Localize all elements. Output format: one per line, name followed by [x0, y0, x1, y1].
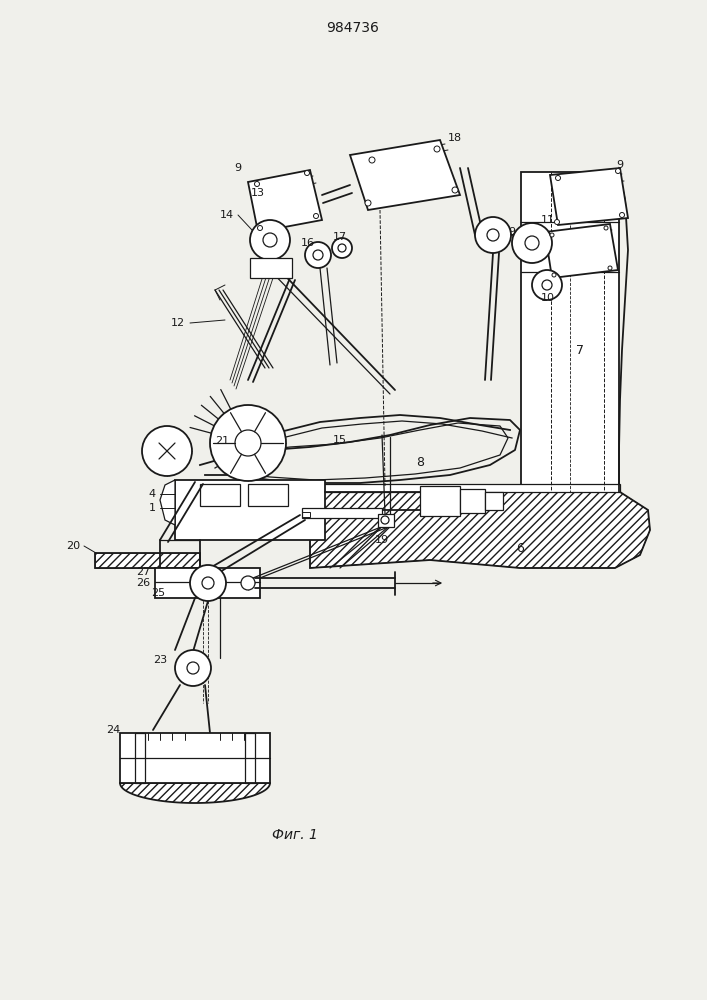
Text: 15: 15: [333, 435, 347, 445]
Polygon shape: [248, 170, 322, 232]
Text: 7: 7: [576, 344, 584, 357]
Polygon shape: [160, 480, 175, 525]
Circle shape: [241, 576, 255, 590]
Polygon shape: [175, 480, 325, 540]
Text: 9: 9: [508, 227, 515, 237]
Text: 984736: 984736: [327, 21, 380, 35]
Text: 14: 14: [220, 210, 234, 220]
Polygon shape: [460, 489, 485, 513]
Polygon shape: [120, 733, 270, 783]
Circle shape: [554, 220, 559, 225]
Polygon shape: [200, 484, 240, 506]
Text: 26: 26: [136, 578, 150, 588]
Text: 1: 1: [148, 503, 156, 513]
Circle shape: [604, 226, 608, 230]
Circle shape: [263, 233, 277, 247]
Text: 9: 9: [617, 160, 624, 170]
Circle shape: [542, 280, 552, 290]
Polygon shape: [120, 783, 270, 803]
Circle shape: [512, 223, 552, 263]
Circle shape: [452, 187, 458, 193]
Circle shape: [175, 650, 211, 686]
Circle shape: [619, 213, 624, 218]
Circle shape: [313, 250, 323, 260]
Text: 13: 13: [251, 188, 265, 198]
Polygon shape: [310, 492, 650, 568]
Text: 27: 27: [136, 567, 150, 577]
Circle shape: [552, 273, 556, 277]
Circle shape: [142, 426, 192, 476]
Circle shape: [332, 238, 352, 258]
Polygon shape: [550, 168, 628, 225]
Circle shape: [556, 176, 561, 180]
Circle shape: [616, 168, 621, 174]
Text: 10: 10: [541, 293, 555, 303]
Text: 18: 18: [448, 133, 462, 143]
Polygon shape: [250, 258, 292, 278]
Text: 6: 6: [516, 542, 524, 554]
Text: 11: 11: [541, 215, 555, 225]
Circle shape: [475, 217, 511, 253]
Text: 25: 25: [151, 588, 165, 598]
Text: 17: 17: [333, 232, 347, 242]
Polygon shape: [420, 486, 460, 516]
Text: 9: 9: [235, 163, 242, 173]
Circle shape: [365, 200, 371, 206]
Text: 12: 12: [171, 318, 185, 328]
Circle shape: [257, 226, 262, 231]
Circle shape: [255, 182, 259, 186]
Polygon shape: [302, 508, 382, 518]
Text: 4: 4: [148, 489, 156, 499]
Text: 24: 24: [106, 725, 120, 735]
Circle shape: [369, 157, 375, 163]
Circle shape: [190, 565, 226, 601]
Circle shape: [250, 220, 290, 260]
Circle shape: [532, 270, 562, 300]
Text: 21: 21: [215, 436, 229, 446]
Polygon shape: [485, 492, 503, 510]
Circle shape: [305, 170, 310, 176]
Polygon shape: [545, 224, 618, 278]
Polygon shape: [521, 172, 619, 492]
Polygon shape: [310, 484, 620, 492]
Circle shape: [210, 405, 286, 481]
Circle shape: [608, 266, 612, 270]
Circle shape: [487, 229, 499, 241]
Circle shape: [434, 146, 440, 152]
Polygon shape: [350, 140, 460, 210]
Circle shape: [235, 430, 261, 456]
Circle shape: [202, 577, 214, 589]
Polygon shape: [95, 553, 200, 568]
Polygon shape: [378, 514, 394, 527]
Circle shape: [525, 236, 539, 250]
Circle shape: [187, 662, 199, 674]
Text: 23: 23: [153, 655, 167, 665]
Text: 20: 20: [66, 541, 80, 551]
Polygon shape: [248, 484, 288, 506]
Text: 16: 16: [301, 238, 315, 248]
Circle shape: [338, 244, 346, 252]
Text: 8: 8: [416, 456, 424, 468]
Circle shape: [313, 214, 318, 219]
Text: Фиг. 1: Фиг. 1: [272, 828, 318, 842]
Circle shape: [550, 233, 554, 237]
Circle shape: [381, 516, 389, 524]
Circle shape: [305, 242, 331, 268]
Text: 19: 19: [375, 535, 389, 545]
Polygon shape: [155, 568, 260, 598]
